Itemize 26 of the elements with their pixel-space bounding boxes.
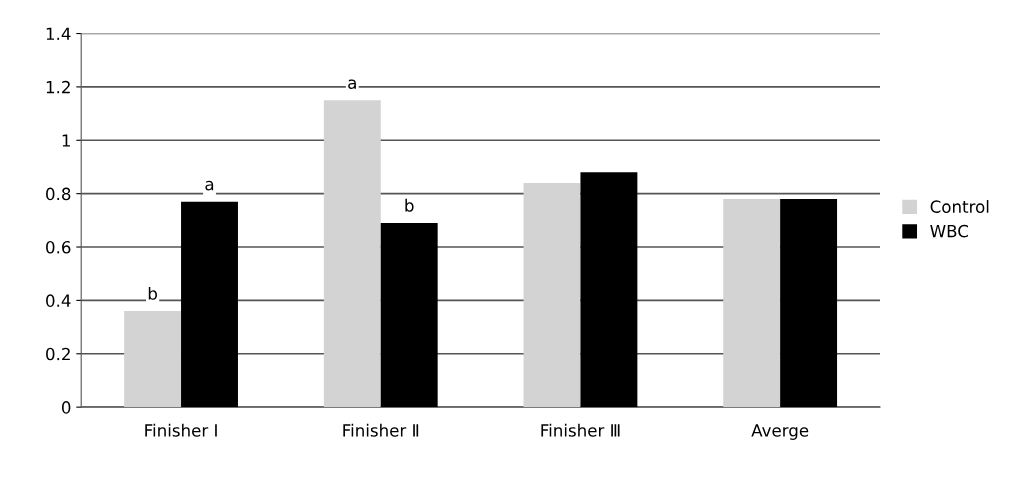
bar — [523, 182, 581, 408]
y-tick-label: 0.8 — [46, 187, 71, 201]
y-tick-label: 0.6 — [46, 240, 71, 254]
x-tick-label: Finisher Ⅱ — [343, 423, 419, 437]
y-tick-label: 0 — [61, 401, 71, 414]
legend-label: WBC — [930, 224, 969, 238]
x-tick-label: Averge — [751, 424, 809, 440]
x-tick-label: Finisher Ⅰ — [145, 423, 217, 437]
bar — [181, 201, 238, 408]
bar — [780, 198, 838, 408]
y-tick-label: 0.4 — [46, 294, 71, 307]
bar — [723, 198, 781, 408]
annotation: a — [348, 79, 356, 90]
y-tick-label: 1.4 — [46, 27, 71, 40]
bar — [580, 172, 638, 408]
bar — [323, 100, 381, 408]
y-tick-label: 0.2 — [46, 347, 70, 361]
x-tick-label: Finisher Ⅲ — [541, 423, 620, 437]
bar — [124, 311, 182, 408]
y-tick-label: 1 — [62, 134, 70, 147]
annotation: a — [205, 180, 214, 191]
annotation: b — [148, 286, 157, 300]
y-tick-label: 1.2 — [46, 80, 70, 94]
annotation: b — [405, 198, 414, 212]
legend-label: Control — [930, 200, 989, 213]
bar — [380, 223, 438, 408]
